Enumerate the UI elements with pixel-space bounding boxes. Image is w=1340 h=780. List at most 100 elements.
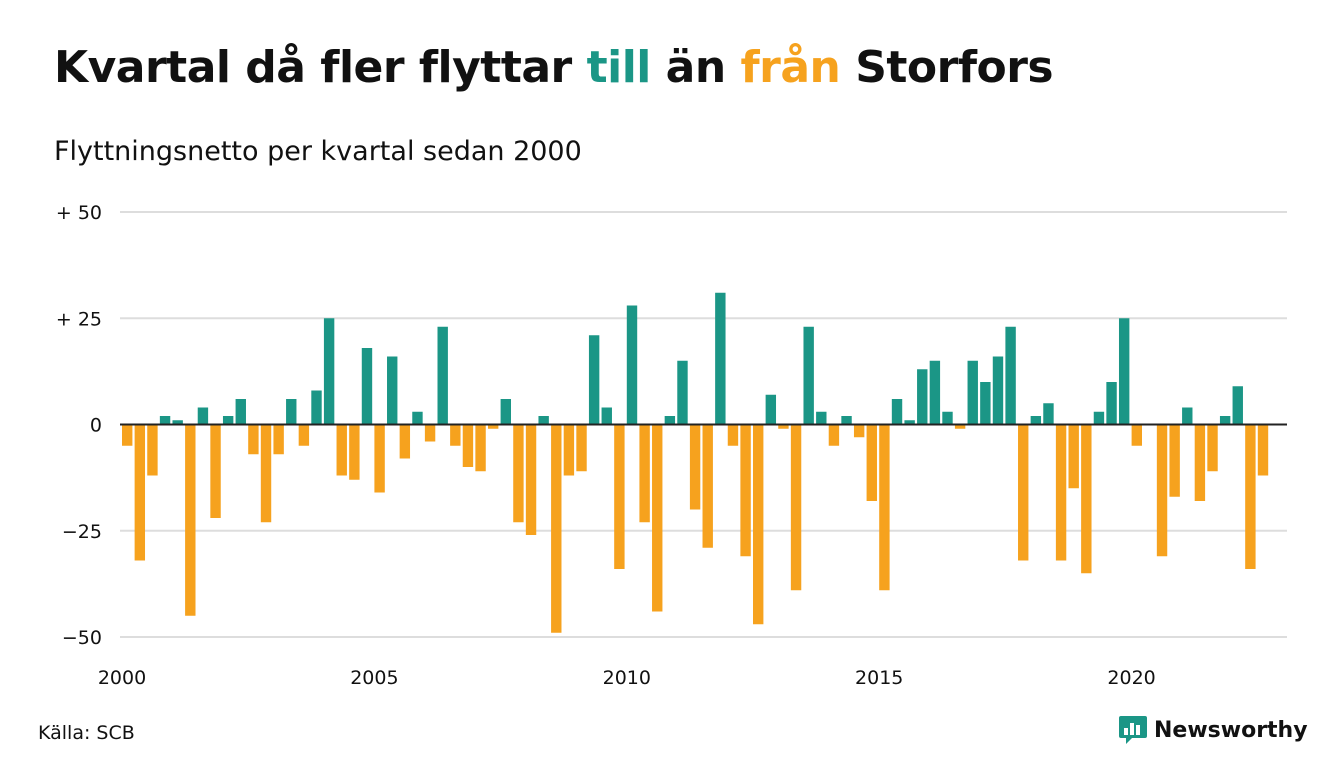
- bar: [134, 424, 146, 561]
- bar: [626, 305, 638, 425]
- title-highlight-till: till: [586, 42, 652, 93]
- x-tick-label: 2005: [350, 667, 398, 689]
- bar: [273, 424, 284, 455]
- bar: [917, 369, 928, 425]
- bar: [525, 424, 537, 535]
- bar: [1118, 318, 1130, 425]
- y-tick-label: −50: [62, 627, 102, 649]
- bar: [551, 424, 562, 633]
- bar: [904, 420, 915, 425]
- bar: [1257, 424, 1269, 476]
- bar: [172, 420, 183, 425]
- bar: [260, 424, 272, 523]
- bar: [122, 424, 133, 446]
- bar: [462, 424, 474, 467]
- bar: [841, 416, 852, 425]
- y-tick-label: + 50: [56, 202, 102, 224]
- bar: [424, 424, 436, 442]
- y-tick-label: + 25: [56, 308, 102, 330]
- bar: [689, 424, 701, 510]
- x-tick-label: 2020: [1107, 667, 1155, 689]
- bar: [500, 399, 511, 425]
- bar: [740, 424, 751, 557]
- bar: [1156, 424, 1168, 557]
- bar: [1169, 424, 1180, 497]
- bar: [980, 382, 991, 425]
- bar: [765, 394, 777, 425]
- bar: [311, 390, 322, 425]
- bar: [652, 424, 663, 612]
- bar: [816, 411, 827, 425]
- bar: [159, 416, 171, 425]
- bars: [122, 292, 1269, 633]
- bar: [702, 424, 713, 548]
- bar: [967, 360, 978, 425]
- bar: [601, 407, 612, 425]
- newsworthy-logo: Newsworthy: [1118, 714, 1308, 746]
- title-highlight-fran: från: [740, 42, 841, 93]
- bar: [222, 416, 234, 425]
- bar: [323, 318, 335, 425]
- bar: [614, 424, 625, 569]
- bar: [210, 424, 221, 518]
- bar: [1232, 386, 1243, 425]
- bar: [1207, 424, 1218, 472]
- bar: [1068, 424, 1079, 489]
- bar: [450, 424, 461, 446]
- bar: [563, 424, 575, 476]
- bar: [487, 424, 499, 429]
- bar: [349, 424, 360, 480]
- bar: [1245, 424, 1256, 569]
- bar: [879, 424, 890, 591]
- bar: [475, 424, 486, 472]
- bar: [1106, 382, 1117, 425]
- logo-text: Newsworthy: [1154, 717, 1308, 743]
- bar: [1219, 416, 1231, 425]
- bar: [891, 399, 903, 425]
- bar: [942, 411, 953, 425]
- source-note: Källa: SCB: [38, 722, 135, 744]
- bar: [677, 360, 688, 425]
- bar: [1018, 424, 1029, 561]
- bar: [1081, 424, 1092, 574]
- title-part-2: än: [650, 42, 741, 93]
- bar: [992, 356, 1004, 425]
- bar: [715, 292, 726, 425]
- bar: [437, 326, 448, 425]
- bar: [197, 407, 209, 425]
- x-tick-label: 2015: [855, 667, 903, 689]
- bar: [412, 411, 423, 425]
- x-tick-label: 2000: [98, 667, 146, 689]
- bar: [664, 416, 676, 425]
- bar: [1005, 326, 1016, 425]
- bar: [513, 424, 524, 523]
- bar: [588, 335, 600, 425]
- axis-labels: + 50 + 25 0 −25 −50 2000 2005 2010 2015 2020: [56, 202, 1156, 689]
- bar: [1093, 411, 1105, 425]
- bar: [185, 424, 196, 616]
- bar: [790, 424, 802, 591]
- bar: [866, 424, 877, 501]
- bar: [727, 424, 739, 446]
- title-part-1: Kvartal då fler flyttar: [54, 42, 587, 93]
- bar: [298, 424, 310, 446]
- title-part-3: Storfors: [840, 42, 1054, 93]
- y-tick-label: −25: [62, 521, 102, 543]
- bar: [235, 399, 246, 425]
- bar: [639, 424, 650, 523]
- bar-chart: + 50 + 25 0 −25 −50 2000 2005 2010 2015 2020: [56, 202, 1287, 689]
- bar: [576, 424, 587, 472]
- bar: [248, 424, 259, 455]
- bar: [778, 424, 789, 429]
- bar: [361, 348, 373, 425]
- bar: [1131, 424, 1142, 446]
- bar: [954, 424, 966, 429]
- x-tick-label: 2010: [603, 667, 651, 689]
- newsworthy-chart-icon: [1119, 716, 1147, 744]
- bar: [1194, 424, 1206, 501]
- bar: [803, 326, 814, 425]
- chart-subtitle: Flyttningsnetto per kvartal sedan 2000: [54, 136, 582, 167]
- bar: [1055, 424, 1067, 561]
- bar: [286, 399, 297, 425]
- bar: [1182, 407, 1193, 425]
